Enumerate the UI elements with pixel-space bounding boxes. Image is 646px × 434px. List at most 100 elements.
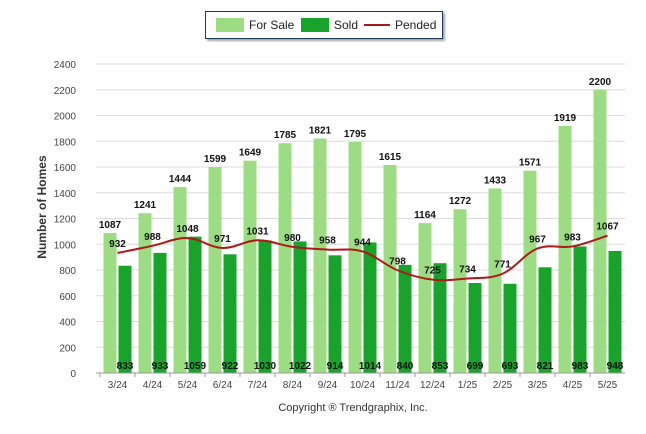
data-label-sold: 1030 bbox=[254, 361, 277, 372]
bar-for-sale bbox=[313, 138, 327, 373]
bar-for-sale bbox=[103, 233, 117, 373]
bar-sold bbox=[293, 241, 307, 373]
x-tick-label: 2/25 bbox=[493, 380, 513, 391]
y-axis-label: Number of Homes bbox=[35, 155, 49, 259]
data-label-pended: 932 bbox=[109, 239, 126, 250]
x-tick-label: 1/25 bbox=[458, 380, 478, 391]
legend-swatch-for-sale bbox=[216, 18, 244, 32]
y-tick-label: 400 bbox=[59, 318, 76, 329]
data-label-sold: 853 bbox=[432, 361, 449, 372]
data-label-sold: 833 bbox=[117, 361, 134, 372]
data-label-pended: 983 bbox=[564, 232, 581, 243]
bar-sold bbox=[363, 242, 377, 373]
bar-sold bbox=[468, 283, 482, 373]
bar-for-sale bbox=[418, 223, 432, 373]
data-label-sold: 821 bbox=[537, 361, 554, 372]
data-label-pended: 980 bbox=[284, 233, 301, 244]
data-label-pended: 725 bbox=[424, 266, 441, 277]
data-label-pended: 971 bbox=[214, 234, 231, 245]
data-label-sold: 693 bbox=[502, 361, 519, 372]
legend-item-pended: Pended bbox=[364, 18, 436, 32]
bar-sold bbox=[573, 246, 587, 373]
data-label-for-sale: 1164 bbox=[414, 210, 436, 221]
legend-line-pended bbox=[364, 24, 390, 26]
bar-for-sale bbox=[208, 167, 222, 373]
data-label-sold: 699 bbox=[467, 361, 484, 372]
x-tick-label: 5/24 bbox=[178, 380, 198, 391]
data-label-sold: 933 bbox=[152, 361, 169, 372]
x-tick-label: 10/24 bbox=[350, 380, 375, 391]
data-label-sold: 983 bbox=[572, 361, 589, 372]
y-tick-label: 2000 bbox=[54, 112, 77, 123]
data-label-pended: 1048 bbox=[176, 224, 199, 235]
bar-for-sale bbox=[173, 187, 187, 373]
data-label-for-sale: 1785 bbox=[274, 130, 297, 141]
bar-sold bbox=[223, 254, 237, 373]
data-label-for-sale: 1571 bbox=[519, 158, 542, 169]
data-label-pended: 958 bbox=[319, 236, 336, 247]
data-label-for-sale: 2200 bbox=[589, 77, 612, 88]
bar-for-sale bbox=[453, 209, 467, 373]
bar-sold bbox=[503, 283, 517, 373]
bar-for-sale bbox=[138, 213, 152, 373]
y-tick-label: 1800 bbox=[54, 137, 77, 148]
x-tick-label: 8/24 bbox=[283, 380, 303, 391]
data-label-for-sale: 1795 bbox=[344, 129, 367, 140]
bar-for-sale bbox=[383, 165, 397, 373]
legend-item-sold: Sold bbox=[301, 18, 358, 32]
copyright-text: Copyright ® Trendgraphix, Inc. bbox=[278, 402, 428, 414]
data-label-sold: 1059 bbox=[184, 361, 207, 372]
data-label-for-sale: 1821 bbox=[309, 126, 332, 137]
bar-sold bbox=[608, 250, 622, 373]
data-label-pended: 967 bbox=[529, 234, 546, 245]
bar-sold bbox=[433, 263, 447, 373]
data-label-pended: 1031 bbox=[246, 226, 269, 237]
bar-for-sale bbox=[558, 125, 572, 374]
x-tick-label: 11/24 bbox=[385, 380, 410, 391]
bar-for-sale bbox=[488, 188, 502, 373]
data-label-pended: 944 bbox=[354, 237, 371, 248]
data-label-for-sale: 1599 bbox=[204, 154, 227, 165]
y-tick-label: 800 bbox=[59, 266, 76, 277]
y-tick-label: 0 bbox=[70, 369, 76, 380]
legend-label-sold: Sold bbox=[334, 18, 359, 32]
data-label-sold: 1014 bbox=[359, 361, 382, 372]
bar-sold bbox=[328, 255, 342, 373]
data-label-pended: 798 bbox=[389, 256, 406, 267]
data-label-pended: 771 bbox=[494, 260, 511, 271]
legend-label-pended: Pended bbox=[395, 18, 437, 32]
legend-item-for-sale: For Sale bbox=[216, 18, 294, 32]
y-tick-label: 1000 bbox=[54, 240, 77, 251]
bar-for-sale bbox=[523, 170, 537, 373]
data-label-sold: 914 bbox=[327, 361, 344, 372]
legend-label-for-sale: For Sale bbox=[249, 18, 295, 32]
x-tick-label: 5/25 bbox=[598, 380, 618, 391]
data-label-for-sale: 1241 bbox=[134, 200, 157, 211]
x-tick-label: 9/24 bbox=[318, 380, 338, 391]
data-label-sold: 1022 bbox=[289, 361, 312, 372]
bar-sold bbox=[398, 264, 412, 373]
x-tick-label: 4/25 bbox=[563, 380, 583, 391]
data-label-pended: 734 bbox=[459, 264, 476, 275]
y-tick-label: 1600 bbox=[54, 163, 77, 174]
x-tick-label: 6/24 bbox=[213, 380, 233, 391]
bar-sold bbox=[118, 265, 132, 373]
bar-for-sale bbox=[593, 89, 607, 373]
bar-sold bbox=[153, 252, 167, 373]
data-label-sold: 922 bbox=[222, 361, 239, 372]
bar-sold bbox=[188, 236, 202, 373]
pended-line bbox=[117, 234, 608, 282]
y-tick-label: 2400 bbox=[54, 60, 77, 71]
y-tick-label: 600 bbox=[59, 292, 76, 303]
data-label-for-sale: 1649 bbox=[239, 148, 262, 159]
data-label-for-sale: 1444 bbox=[169, 174, 192, 185]
data-label-for-sale: 1433 bbox=[484, 176, 507, 187]
x-tick-label: 3/24 bbox=[108, 380, 128, 391]
data-label-pended: 1067 bbox=[596, 222, 619, 233]
bar-sold bbox=[538, 267, 552, 373]
y-tick-label: 1200 bbox=[54, 215, 77, 226]
y-tick-label: 2200 bbox=[54, 86, 77, 97]
data-label-for-sale: 1919 bbox=[554, 113, 577, 124]
data-label-for-sale: 1272 bbox=[449, 196, 472, 207]
